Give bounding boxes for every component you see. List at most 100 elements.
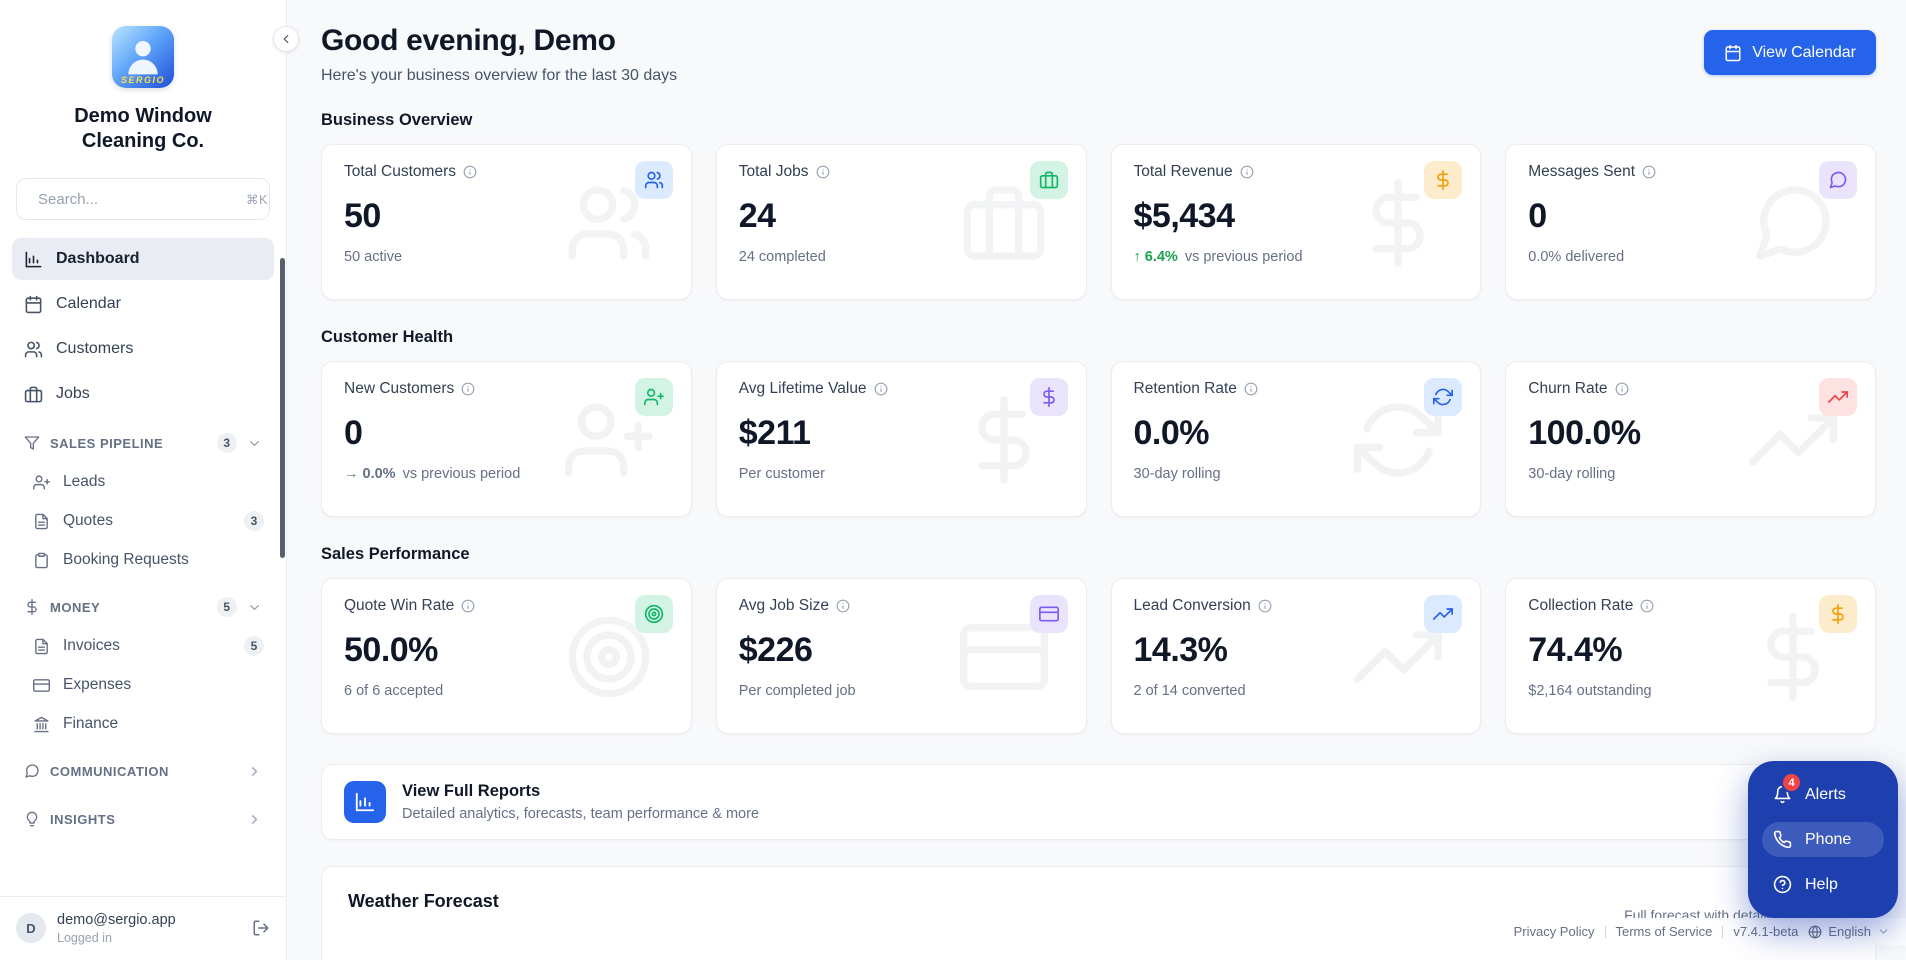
info-icon[interactable] <box>461 382 475 396</box>
sidebar-collapse-button[interactable] <box>273 26 299 52</box>
sidebar-item-quotes[interactable]: Quotes 3 <box>12 502 274 540</box>
chevron-down-icon <box>247 436 262 451</box>
view-calendar-button[interactable]: View Calendar <box>1704 30 1876 75</box>
card-value: 50 <box>344 197 381 235</box>
sidebar-section-money[interactable]: MONEY 5 <box>12 587 274 627</box>
trending-up-icon <box>1424 595 1463 633</box>
sidebar-item-booking-requests[interactable]: Booking Requests <box>12 541 274 579</box>
sidebar-item-finance[interactable]: Finance <box>12 705 274 743</box>
users-icon <box>24 340 43 359</box>
sidebar-item-label: Dashboard <box>56 250 140 267</box>
refresh-icon <box>1424 378 1463 416</box>
language-selector[interactable]: English <box>1808 924 1890 939</box>
phone-button[interactable]: Phone <box>1762 822 1884 857</box>
page-title: Good evening, Demo <box>321 24 616 57</box>
section-label: INSIGHTS <box>50 811 116 827</box>
help-button[interactable]: Help <box>1762 867 1884 902</box>
card-title: Total Jobs <box>738 163 809 180</box>
section-badge: 3 <box>217 433 237 453</box>
calendar-icon <box>24 295 43 314</box>
sidebar-section-communication[interactable]: COMMUNICATION <box>12 751 274 791</box>
company-name: Demo Window Cleaning Co. <box>74 105 212 152</box>
info-icon[interactable] <box>461 599 475 613</box>
user-email: demo@sergio.app <box>57 911 176 928</box>
alerts-button[interactable]: 4 Alerts <box>1762 774 1884 812</box>
metric-card-lead-conversion: Lead Conversion 14.3% 2 of 14 converted <box>1110 578 1482 734</box>
card-value: 50.0% <box>344 631 438 669</box>
info-icon[interactable] <box>1640 599 1654 613</box>
sidebar-item-customers[interactable]: Customers <box>12 328 274 370</box>
sidebar-item-leads[interactable]: Leads <box>12 463 274 501</box>
privacy-policy-link[interactable]: Privacy Policy <box>1513 924 1595 939</box>
help-circle-icon <box>1773 875 1792 894</box>
briefcase-icon <box>1029 161 1068 199</box>
sidebar-section-sales-pipeline[interactable]: SALES PIPELINE 3 <box>12 423 274 463</box>
sidebar-item-jobs[interactable]: Jobs <box>12 373 274 415</box>
credit-card-icon <box>33 677 50 694</box>
chevron-down-icon <box>1877 925 1890 938</box>
message-icon <box>1819 161 1857 199</box>
user-plus-icon <box>634 378 673 416</box>
info-icon[interactable] <box>463 165 477 179</box>
sidebar-item-calendar[interactable]: Calendar <box>12 283 274 325</box>
weather-title: Weather Forecast <box>348 891 499 911</box>
business-overview-grid: Total Customers 50 50 active Total Jobs … <box>321 144 1876 300</box>
card-value: 14.3% <box>1133 631 1228 669</box>
info-icon[interactable] <box>874 382 888 396</box>
metric-card-total-jobs: Total Jobs 24 24 completed <box>715 144 1087 300</box>
card-title: Messages Sent <box>1528 163 1636 180</box>
search-input[interactable] <box>38 190 237 208</box>
quick-actions-panel: 4 Alerts Phone Help <box>1748 761 1898 918</box>
search-shortcut: ⌘K <box>246 192 268 207</box>
app-version: v7.4.1-beta <box>1733 924 1799 939</box>
card-subtitle: 6 of 6 accepted <box>344 683 444 699</box>
info-icon[interactable] <box>1615 382 1629 396</box>
sales-performance-grid: Quote Win Rate 50.0% 6 of 6 accepted Avg… <box>321 578 1876 734</box>
metric-card-messages-sent: Messages Sent 0 0.0% delivered <box>1505 144 1876 300</box>
card-value: 74.4% <box>1528 631 1623 669</box>
metric-card-new-customers: New Customers 0 → 0.0% vs previous perio… <box>321 361 692 517</box>
logout-icon[interactable] <box>252 919 270 937</box>
sidebar-item-expenses[interactable]: Expenses <box>12 666 274 704</box>
weather-card: Weather Forecast Full forecast with deta… <box>321 866 1876 960</box>
message-icon <box>24 763 40 779</box>
reports-subtitle: Detailed analytics, forecasts, team perf… <box>402 806 760 822</box>
info-icon[interactable] <box>1244 382 1258 396</box>
sidebar-item-label: Quotes <box>63 512 113 529</box>
info-icon[interactable] <box>836 599 850 613</box>
clipboard-icon <box>33 552 50 569</box>
sidebar-section-insights[interactable]: INSIGHTS <box>12 799 274 839</box>
customer-health-grid: New Customers 0 → 0.0% vs previous perio… <box>321 361 1876 517</box>
card-title: Avg Lifetime Value <box>738 380 867 397</box>
sidebar-nav: Dashboard Calendar Customers Jobs SALES … <box>0 232 286 896</box>
card-title: Avg Job Size <box>738 597 829 614</box>
phone-icon <box>1773 830 1792 849</box>
info-icon[interactable] <box>1258 599 1272 613</box>
dashboard-icon <box>24 250 43 269</box>
card-value: $211 <box>738 414 811 452</box>
terms-of-service-link[interactable]: Terms of Service <box>1615 924 1713 939</box>
sidebar-item-invoices[interactable]: Invoices 5 <box>12 627 274 665</box>
card-value: 100.0% <box>1528 414 1641 452</box>
info-icon[interactable] <box>816 165 830 179</box>
info-icon[interactable] <box>1240 165 1254 179</box>
sidebar-item-dashboard[interactable]: Dashboard <box>12 238 274 280</box>
card-subtitle: vs previous period <box>402 466 521 482</box>
metric-card-total-revenue: Total Revenue $5,434 ↑ 6.4% vs previous … <box>1110 144 1482 300</box>
metric-card-total-customers: Total Customers 50 50 active <box>321 144 692 300</box>
sidebar-item-label: Finance <box>63 715 119 732</box>
card-subtitle: vs previous period <box>1184 249 1303 265</box>
card-title: Churn Rate <box>1528 380 1608 397</box>
card-title: Quote Win Rate <box>344 597 455 614</box>
bar-chart-icon <box>344 781 386 823</box>
trend-value: ↑ 6.4% <box>1133 249 1178 265</box>
card-title: Retention Rate <box>1133 380 1237 397</box>
search-box[interactable]: ⌘K <box>16 178 270 220</box>
info-icon[interactable] <box>1642 165 1656 179</box>
card-subtitle: 2 of 14 converted <box>1133 683 1246 699</box>
view-full-reports-banner[interactable]: View Full Reports Detailed analytics, fo… <box>321 764 1876 840</box>
chevron-down-icon <box>247 600 262 615</box>
section-title-customer-health: Customer Health <box>321 328 454 346</box>
card-subtitle: 50 active <box>344 249 403 265</box>
sidebar-scrollbar[interactable] <box>280 258 285 558</box>
